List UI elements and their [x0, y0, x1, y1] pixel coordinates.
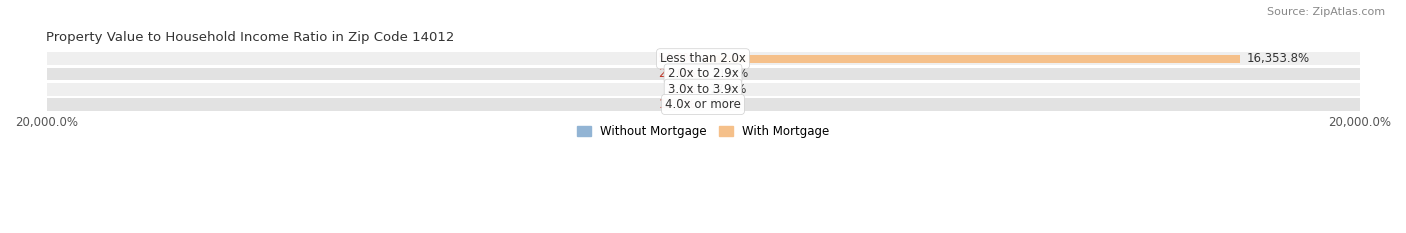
Text: 54.0%: 54.0%: [658, 52, 695, 65]
Text: Property Value to Household Income Ratio in Zip Code 14012: Property Value to Household Income Ratio…: [46, 31, 456, 44]
Text: 17.1%: 17.1%: [710, 83, 748, 96]
Text: Less than 2.0x: Less than 2.0x: [659, 52, 747, 65]
Text: 24.6%: 24.6%: [658, 68, 696, 80]
Text: 12.9%: 12.9%: [658, 98, 696, 111]
Text: Source: ZipAtlas.com: Source: ZipAtlas.com: [1267, 7, 1385, 17]
Bar: [46, 98, 1360, 111]
Bar: [702, 55, 703, 63]
Bar: [46, 68, 1360, 80]
Text: 16,353.8%: 16,353.8%: [1246, 52, 1309, 65]
Legend: Without Mortgage, With Mortgage: Without Mortgage, With Mortgage: [572, 120, 834, 143]
Text: 51.4%: 51.4%: [711, 68, 748, 80]
Text: 3.0x to 3.9x: 3.0x to 3.9x: [668, 83, 738, 96]
Text: 7.7%: 7.7%: [666, 83, 696, 96]
Text: 2.0x to 2.9x: 2.0x to 2.9x: [668, 68, 738, 80]
Bar: [703, 70, 704, 78]
Text: 7.5%: 7.5%: [710, 98, 740, 111]
Bar: [703, 55, 1240, 63]
Text: 4.0x or more: 4.0x or more: [665, 98, 741, 111]
Bar: [46, 83, 1360, 96]
Bar: [46, 52, 1360, 65]
